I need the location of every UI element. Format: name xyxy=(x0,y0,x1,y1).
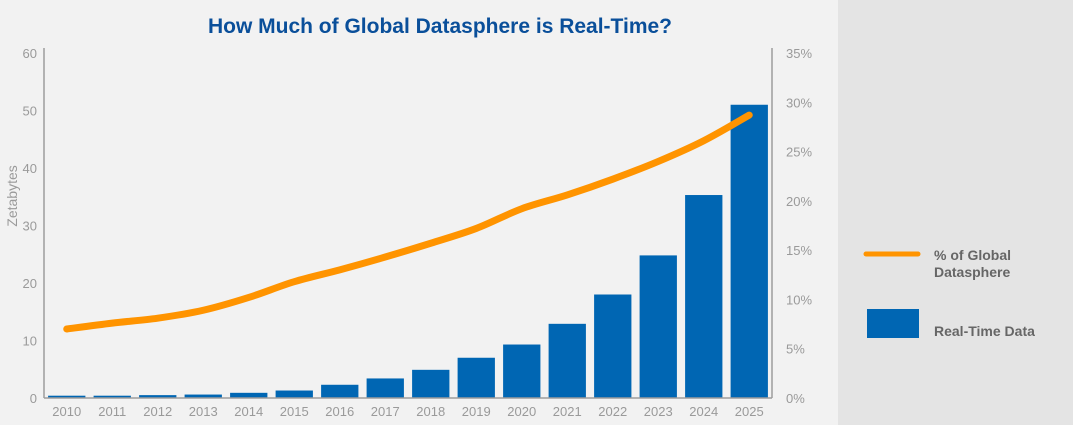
x-tick-2024: 2024 xyxy=(689,404,718,419)
line-percent-of-global-datasphere xyxy=(63,111,753,333)
y2-tick-15pct: 15% xyxy=(786,243,812,258)
x-tick-2022: 2022 xyxy=(598,404,627,419)
legend: % of Global Datasphere Real-Time Data xyxy=(863,247,1035,339)
bar-2024 xyxy=(685,195,723,398)
y2-tick-10pct: 10% xyxy=(786,292,812,307)
y-tick-20: 20 xyxy=(23,276,37,291)
y-tick-30: 30 xyxy=(23,219,37,234)
bar-2012 xyxy=(139,395,177,399)
legend-panel xyxy=(838,0,1073,425)
x-tick-2017: 2017 xyxy=(371,404,400,419)
bar-2023 xyxy=(639,255,677,398)
bar-2020 xyxy=(503,344,541,398)
y-tick-10: 10 xyxy=(23,334,37,349)
bar-2016 xyxy=(321,384,359,398)
x-tick-2019: 2019 xyxy=(462,404,491,419)
x-tick-2015: 2015 xyxy=(280,404,309,419)
x-tick-2020: 2020 xyxy=(507,404,536,419)
x-tick-2021: 2021 xyxy=(553,404,582,419)
bar-2017 xyxy=(366,378,404,398)
legend-label-real-time-data: Real-Time Data xyxy=(934,323,1035,339)
y2-tick-25pct: 25% xyxy=(786,145,812,160)
bar-2025 xyxy=(730,104,768,398)
axes xyxy=(43,48,773,399)
x-tick-2018: 2018 xyxy=(416,404,445,419)
bar-2022 xyxy=(594,294,632,398)
x-tick-2013: 2013 xyxy=(189,404,218,419)
y2-tick-0pct: 0% xyxy=(786,391,805,406)
y-tick-40: 40 xyxy=(23,161,37,176)
legend-label-line-2: Datasphere xyxy=(934,264,1010,280)
bar-series-real-time-data xyxy=(48,104,768,399)
line-series-percent-global-datasphere xyxy=(63,111,753,333)
y2-tick-5pct: 5% xyxy=(786,342,805,357)
legend-swatch-bar xyxy=(867,309,919,338)
x-tick-labels: 2010 2011 2012 2013 2014 2015 2016 2017 2018 2019… xyxy=(52,404,763,419)
x-tick-2012: 2012 xyxy=(143,404,172,419)
bar-2011 xyxy=(93,395,131,398)
bar-2010 xyxy=(48,395,86,398)
x-tick-2025: 2025 xyxy=(735,404,764,419)
chart-title: How Much of Global Datasphere is Real-Ti… xyxy=(208,15,672,38)
bar-2021 xyxy=(548,323,586,398)
y2-tick-labels: 0% 5% 10% 15% 20% 25% 30% 35% xyxy=(786,46,812,406)
y2-tick-30pct: 30% xyxy=(786,95,812,110)
legend-label-percent-global-datasphere: % of Global Datasphere xyxy=(934,247,1011,280)
bar-2014 xyxy=(230,392,268,398)
x-tick-2014: 2014 xyxy=(234,404,263,419)
x-tick-2016: 2016 xyxy=(325,404,354,419)
bar-2013 xyxy=(184,394,222,398)
y-tick-0: 0 xyxy=(30,391,37,406)
bar-2019 xyxy=(457,357,495,398)
x-tick-2011: 2011 xyxy=(98,404,126,419)
y-axis-label: Zetabytes xyxy=(4,165,20,226)
bar-2018 xyxy=(412,369,450,398)
y-tick-labels: 0 10 20 30 40 50 60 xyxy=(23,46,37,406)
y-tick-50: 50 xyxy=(23,104,37,119)
y2-tick-35pct: 35% xyxy=(786,46,812,61)
y2-tick-20pct: 20% xyxy=(786,194,812,209)
bar-2015 xyxy=(275,390,313,398)
y-tick-60: 60 xyxy=(23,46,37,61)
x-tick-2010: 2010 xyxy=(52,404,81,419)
x-tick-2023: 2023 xyxy=(644,404,673,419)
legend-label-line-1: % of Global xyxy=(934,247,1011,263)
